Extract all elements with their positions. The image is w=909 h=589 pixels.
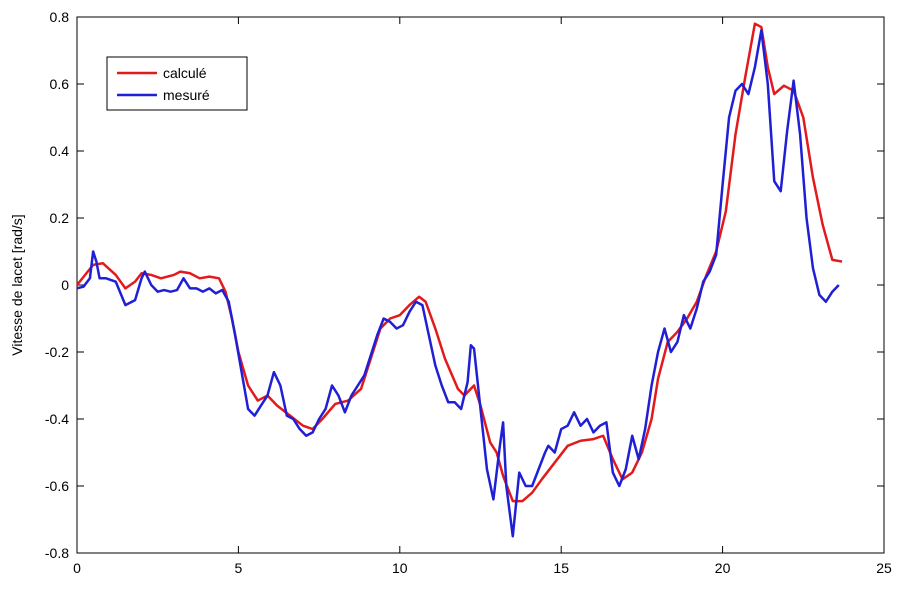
data-line	[76, 22, 843, 503]
x-tick-label: 15	[553, 560, 569, 576]
y-tick-label: -0.2	[45, 344, 69, 360]
legend-label: calculé	[163, 65, 207, 81]
y-tick-label: -0.8	[45, 545, 69, 561]
data-line	[76, 29, 840, 538]
legend-box	[106, 56, 248, 111]
y-tick-label: 0	[61, 277, 69, 293]
y-tick-label: -0.6	[45, 478, 69, 494]
x-tick-label: 20	[715, 560, 731, 576]
y-tick-label: 0.2	[50, 210, 70, 226]
x-tick-label: 10	[392, 560, 408, 576]
x-tick-label: 5	[235, 560, 243, 576]
legend-label: mesuré	[163, 87, 210, 103]
y-tick-label: 0.4	[50, 143, 70, 159]
x-tick-label: 25	[876, 560, 892, 576]
x-tick-label: 0	[73, 560, 81, 576]
y-axis-label: Vitesse de lacet [rad/s]	[9, 214, 25, 355]
y-tick-label: -0.4	[45, 411, 69, 427]
y-tick-label: 0.8	[50, 9, 70, 25]
y-tick-label: 0.6	[50, 76, 70, 92]
